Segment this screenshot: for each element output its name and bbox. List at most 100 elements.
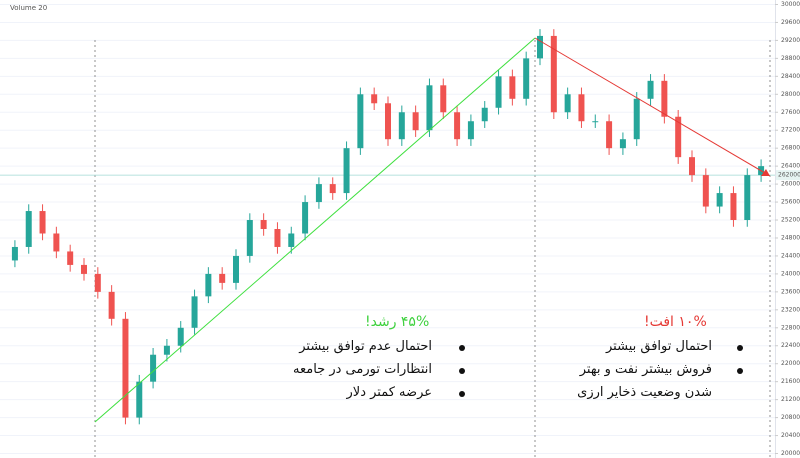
candle-body <box>564 94 571 113</box>
grid <box>0 3 775 455</box>
candle-body <box>578 94 585 122</box>
candle-body <box>702 175 709 207</box>
candle-body <box>94 273 101 292</box>
indicator-label: Volume 20 <box>10 4 47 12</box>
y-tick-label: 232000 <box>781 306 800 313</box>
y-tick-label: 268000 <box>781 145 800 152</box>
candle-body <box>122 318 129 418</box>
candle-body <box>481 107 488 122</box>
last-price-box <box>776 170 800 181</box>
y-tick-label: 264000 <box>781 163 800 170</box>
y-tick-label: 296000 <box>781 19 800 26</box>
candle-body <box>177 327 184 346</box>
candle-body <box>509 76 516 99</box>
y-tick-label: 216000 <box>781 378 800 385</box>
y-tick-label: 240000 <box>781 270 800 277</box>
candle-body <box>440 85 447 113</box>
candle-body <box>412 112 419 131</box>
candle-body <box>25 211 32 247</box>
annotation-title: ۱۰% افت! <box>644 314 707 330</box>
y-tick-label: 220000 <box>781 360 800 367</box>
candle-body <box>288 233 295 247</box>
y-tick-label: 228000 <box>781 324 800 331</box>
candle-body <box>357 94 364 149</box>
trend-line-down <box>534 37 771 177</box>
bullet <box>459 345 465 351</box>
candle-body <box>343 148 350 194</box>
y-tick-label: 244000 <box>781 252 800 259</box>
candle-body <box>619 139 626 149</box>
candle-body <box>11 246 18 261</box>
candle-body <box>730 193 737 221</box>
candle-body <box>495 76 502 108</box>
candle-body <box>744 175 751 221</box>
y-tick-label: 288000 <box>781 55 800 62</box>
y-tick-label: 236000 <box>781 288 800 295</box>
y-tick-label: 292000 <box>781 37 800 44</box>
candle-body <box>633 98 640 140</box>
trend-line-up <box>94 37 536 423</box>
bullet <box>459 368 465 374</box>
y-tick-label: 272000 <box>781 127 800 134</box>
y-tick-label: 204000 <box>781 432 800 439</box>
candle-body <box>454 112 461 140</box>
y-tick-label: 284000 <box>781 73 800 80</box>
candle-body <box>426 85 433 131</box>
candle-body <box>716 193 723 207</box>
y-tick-label: 260000 <box>781 181 800 188</box>
candle-body <box>398 112 405 140</box>
arrow-head <box>761 169 770 176</box>
candle-body <box>53 233 60 252</box>
candle-body <box>371 94 378 104</box>
candle-body <box>260 220 267 229</box>
candle-body <box>661 80 668 117</box>
candle-body <box>467 121 474 140</box>
candle-body <box>550 35 557 113</box>
candle-body <box>233 255 239 283</box>
candle-body <box>315 184 322 203</box>
candle-body <box>150 354 157 382</box>
y-tick-label: 276000 <box>781 109 800 116</box>
candle-body <box>689 157 695 176</box>
candle-body <box>592 121 599 123</box>
candle-body <box>219 273 226 283</box>
bullet <box>737 345 743 351</box>
bullet <box>459 391 465 397</box>
bullet-text: احتمال عدم توافق بیشتر <box>299 339 432 354</box>
candle-body <box>385 103 391 140</box>
candle-body <box>329 184 336 194</box>
candle-body <box>163 345 170 355</box>
candle-body <box>246 220 253 256</box>
candle-body <box>675 116 682 158</box>
candle-body <box>302 202 309 234</box>
candle-body <box>274 229 281 247</box>
y-tick-label: 224000 <box>781 342 800 349</box>
y-tick-label: 212000 <box>781 396 800 403</box>
y-tick-label: 300000 <box>781 1 800 8</box>
candle-body <box>537 35 543 59</box>
y-tick-label: 248000 <box>781 234 800 241</box>
bullet-text: فروش بیشتر نفت و بهتر <box>579 362 712 377</box>
candle-body <box>67 251 74 265</box>
bullet <box>737 368 743 374</box>
candle-body <box>108 291 115 319</box>
bullet-text: شدن وضعیت ذخایر ارزی <box>577 385 712 400</box>
y-tick-label: 280000 <box>781 91 800 98</box>
candle-body <box>191 296 198 328</box>
candle-body <box>39 211 46 234</box>
candle-body <box>606 121 613 149</box>
bullet-text: انتظارات تورمی در جامعه <box>293 362 432 377</box>
candle-body <box>647 80 654 99</box>
bullet-text: احتمال توافق بیشتر <box>606 339 712 354</box>
last-price-label: 262000 <box>778 172 800 179</box>
y-tick-label: 256000 <box>781 199 800 206</box>
candle-body <box>523 58 530 99</box>
annotation-title: ۴۵% رشد! <box>365 314 430 330</box>
y-tick-label: 200000 <box>781 450 800 457</box>
candle-body <box>136 381 143 418</box>
y-tick-label: 208000 <box>781 414 800 421</box>
candle-body <box>81 264 87 274</box>
candle-body <box>205 273 212 297</box>
